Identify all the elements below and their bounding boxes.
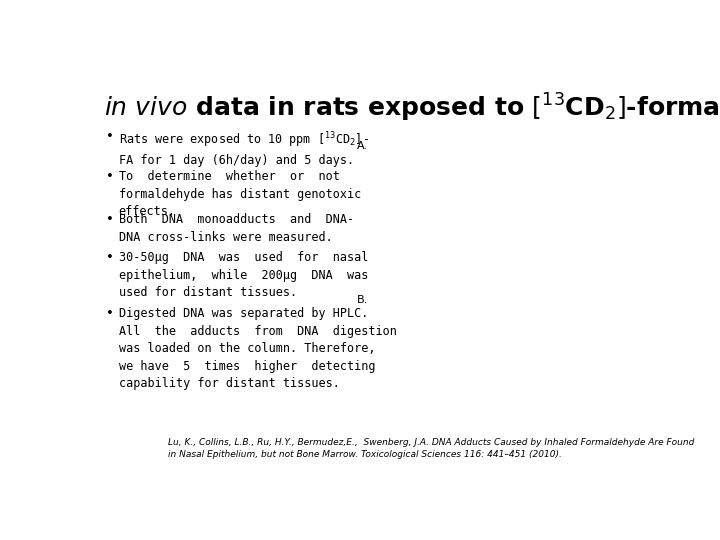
Text: $\mathit{in\ vivo}$ data in rats exposed to $[^{13}$CD$_2]$-formaldehyde: $\mathit{in\ vivo}$ data in rats exposed…	[104, 92, 720, 124]
Text: •: •	[106, 130, 113, 143]
Text: Both  DNA  monoadducts  and  DNA-
DNA cross-links were measured.: Both DNA monoadducts and DNA- DNA cross-…	[119, 213, 354, 244]
Text: Digested DNA was separated by HPLC.
All  the  adducts  from  DNA  digestion
was : Digested DNA was separated by HPLC. All …	[119, 307, 397, 390]
Text: •: •	[106, 251, 113, 264]
Text: Lu, K., Collins, L.B., Ru, H.Y., Bermudez,E.,  Swenberg, J.A. DNA Adducts Caused: Lu, K., Collins, L.B., Ru, H.Y., Bermude…	[168, 438, 694, 459]
Text: B.: B.	[356, 295, 368, 305]
Bar	[354, 138, 636, 423]
Text: 30-50μg  DNA  was  used  for  nasal
epithelium,  while  200μg  DNA  was
used for: 30-50μg DNA was used for nasal epitheliu…	[119, 251, 368, 299]
Text: •: •	[106, 307, 113, 320]
Text: •: •	[106, 213, 113, 226]
Text: A.: A.	[356, 141, 368, 151]
Text: To  determine  whether  or  not
formaldehyde has distant genotoxic
effects.: To determine whether or not formaldehyde…	[119, 170, 361, 218]
Text: •: •	[106, 170, 113, 183]
Text: Rats were exposed to 10 ppm [$^{13}$CD$_2$]-
FA for 1 day (6h/day) and 5 days.: Rats were exposed to 10 ppm [$^{13}$CD$_…	[119, 130, 369, 167]
